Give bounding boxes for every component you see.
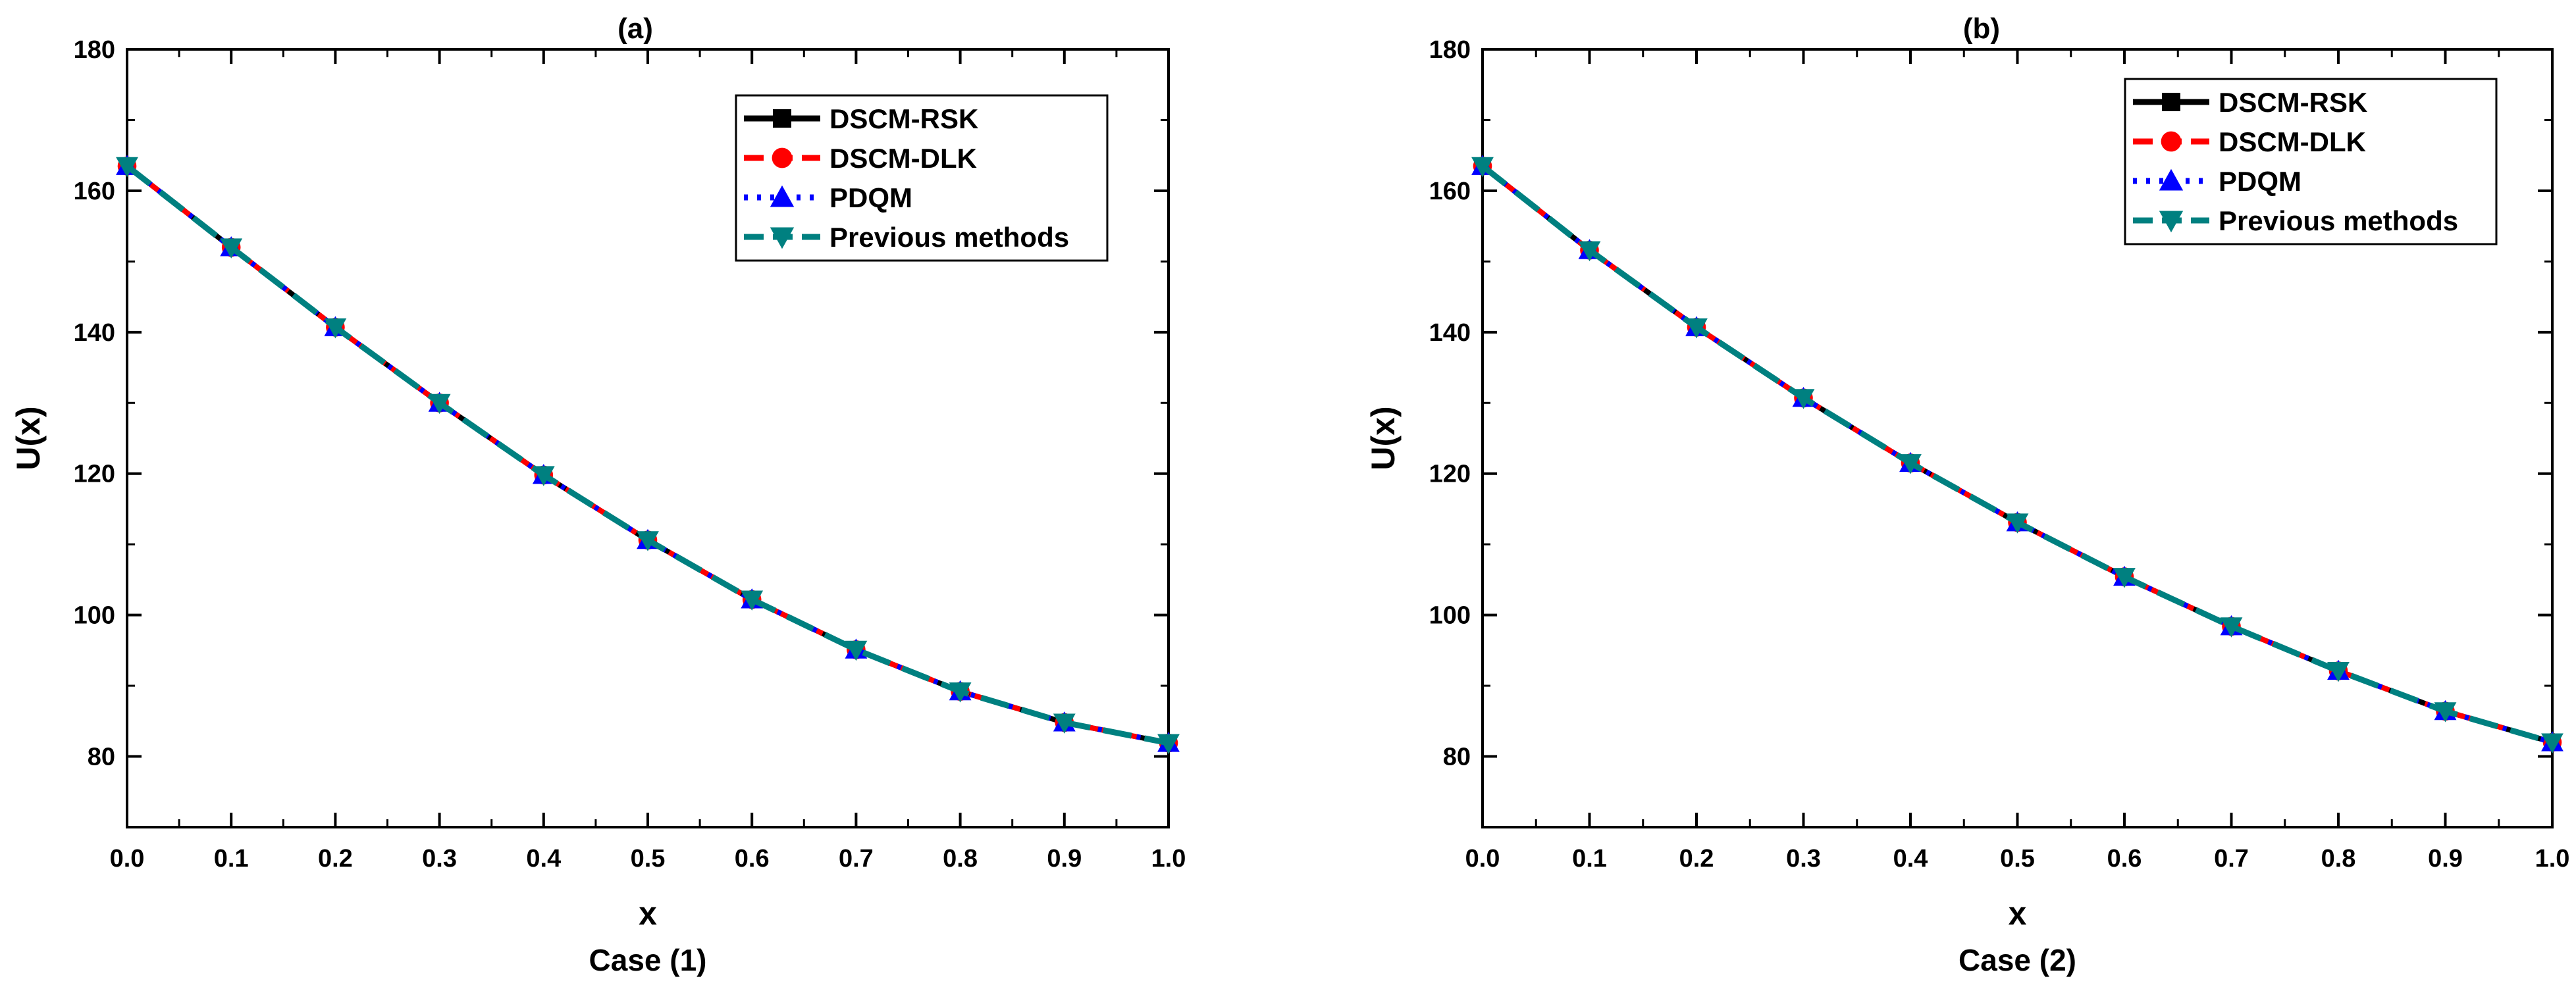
y-tick-label: 100	[74, 602, 115, 630]
data-point	[741, 590, 764, 611]
x-tick-label: 0.3	[1786, 845, 1821, 873]
y-tick-label: 120	[1429, 461, 1471, 488]
y-axis-title: U(x)	[1365, 406, 1402, 470]
y-tick-label: 160	[74, 178, 115, 205]
data-point	[1899, 454, 1922, 474]
legend-box	[2124, 78, 2498, 245]
x-tick-label: 0.9	[2428, 845, 2463, 873]
legend-marker	[2159, 168, 2184, 191]
data-point	[1157, 734, 1180, 755]
legend-marker	[770, 185, 795, 207]
chart-panel-b: 0.0 0.1 0.2 0.3 0.4 0.5 0.6 0.7 0.8 0.9 1.0 80 100 12…	[1365, 13, 2569, 977]
series-line-dscm-rsk	[1481, 164, 2554, 745]
legend-marker	[2159, 211, 2184, 233]
case-caption: Case (1)	[589, 943, 707, 977]
x-tick-label: 0.0	[1465, 845, 1500, 873]
x-tick-label: 0.1	[214, 845, 249, 873]
legend-label: Previous methods	[2219, 205, 2458, 236]
x-tick-label: 0.1	[1572, 845, 1607, 873]
y-tick-label: 80	[88, 744, 115, 771]
data-point	[2434, 702, 2457, 723]
legend: DSCM-RSK DSCM-DLK PDQM Previous methods	[2124, 78, 2498, 245]
data-point	[1578, 241, 1601, 262]
x-tick-label: 0.2	[318, 845, 353, 873]
data-point	[220, 238, 243, 259]
case-caption: Case (2)	[1958, 943, 2076, 977]
x-tick-label: 0.9	[1047, 845, 1082, 873]
legend-marker	[2161, 131, 2182, 152]
x-tick-label: 0.4	[1893, 845, 1928, 873]
x-tick-label: 0.5	[631, 845, 666, 873]
data-point	[2220, 617, 2243, 638]
legend-label: DSCM-DLK	[829, 143, 977, 174]
legend-marker	[2162, 93, 2180, 111]
x-axis-title: x	[639, 895, 657, 932]
legend-marker	[770, 227, 795, 249]
x-tick-label: 0.8	[2321, 845, 2356, 873]
data-point	[845, 640, 868, 661]
data-point	[1685, 318, 1708, 339]
data-point	[637, 531, 659, 551]
x-axis-title: x	[2009, 895, 2027, 932]
series-line-pdqm	[1481, 164, 2554, 745]
data-point	[949, 682, 972, 703]
panel-title: (b)	[1963, 13, 2000, 45]
y-tick-label: 180	[1429, 36, 1471, 64]
legend-label: DSCM-DLK	[2219, 126, 2366, 157]
data-point	[1471, 157, 1494, 178]
legend-box	[735, 94, 1109, 262]
x-tick-label: 0.8	[943, 845, 978, 873]
data-point	[1053, 713, 1076, 734]
data-point	[2113, 568, 2136, 588]
panel-title: (a)	[618, 13, 653, 45]
data-point	[2327, 662, 2350, 682]
legend-label: PDQM	[2219, 166, 2301, 197]
chart-panel-a: 0.0 0.1 0.2 0.3 0.4 0.5 0.6 0.7 0.8 0.9 1.0 80 100 12…	[10, 13, 1186, 977]
legend-label: PDQM	[829, 182, 912, 213]
legend-label: DSCM-RSK	[829, 103, 978, 134]
legend-marker	[773, 109, 791, 128]
y-tick-label: 180	[74, 36, 115, 64]
series-line-dscm-dlk	[1481, 164, 2554, 745]
data-point	[1792, 389, 1815, 409]
x-tick-label: 0.2	[1679, 845, 1714, 873]
y-tick-label: 100	[1429, 602, 1471, 630]
y-tick-label: 160	[1429, 178, 1471, 205]
x-tick-label: 1.0	[2535, 845, 2570, 873]
x-tick-label: 0.7	[2214, 845, 2249, 873]
x-tick-label: 0.6	[735, 845, 770, 873]
legend-marker	[772, 147, 793, 168]
x-tick-label: 0.7	[839, 845, 874, 873]
x-tick-label: 0.4	[526, 845, 561, 873]
x-tick-label: 0.0	[110, 845, 145, 873]
x-tick-label: 0.6	[2107, 845, 2142, 873]
legend-label: Previous methods	[829, 222, 1069, 253]
y-tick-label: 140	[74, 319, 115, 347]
data-point	[116, 157, 138, 178]
series-line-previous-methods	[1481, 163, 2554, 746]
x-tick-label: 0.5	[2000, 845, 2035, 873]
y-tick-label: 120	[74, 461, 115, 488]
legend-label: DSCM-RSK	[2219, 87, 2367, 118]
data-point	[428, 394, 451, 415]
data-point	[324, 318, 347, 339]
y-axis-title: U(x)	[10, 406, 47, 470]
data-point	[2541, 733, 2563, 753]
y-tick-label: 80	[1443, 744, 1471, 771]
data-point	[2006, 513, 2029, 534]
data-point	[532, 466, 555, 486]
x-tick-label: 0.3	[422, 845, 457, 873]
y-tick-label: 140	[1429, 319, 1471, 347]
x-tick-label: 1.0	[1151, 845, 1186, 873]
legend: DSCM-RSK DSCM-DLK PDQM Previous methods	[735, 94, 1109, 262]
